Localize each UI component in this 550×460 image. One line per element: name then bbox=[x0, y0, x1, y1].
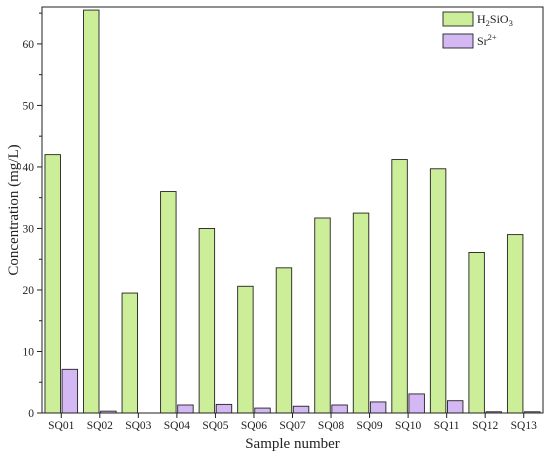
bar-h2sio3-sq07 bbox=[275, 267, 293, 414]
y-tick-label: 50 bbox=[23, 100, 35, 112]
bars-layer bbox=[44, 9, 541, 414]
bar-h2sio3-sq09 bbox=[352, 212, 370, 414]
x-tick-label: SQ04 bbox=[164, 420, 190, 432]
bar-sr-sq06 bbox=[254, 407, 271, 414]
bar-h2sio3-sq06 bbox=[237, 285, 254, 414]
x-tick-label: SQ12 bbox=[472, 420, 498, 432]
bar-h2sio3-sq12 bbox=[468, 251, 485, 414]
x-tick-label: SQ03 bbox=[125, 420, 151, 432]
bar-h2sio3-sq05 bbox=[198, 227, 216, 414]
bar-sr-sq09 bbox=[369, 401, 387, 414]
x-tick-label: SQ10 bbox=[395, 420, 421, 432]
bar-h2sio3-sq11 bbox=[429, 168, 447, 414]
y-tick-label: 20 bbox=[23, 285, 35, 297]
x-axis: SQ01 SQ02 SQ03 SQ04 SQ05 SQ06 SQ07 SQ08 SQ09 SQ10… bbox=[48, 413, 537, 432]
legend: H2SiO3 Sr2+ bbox=[442, 11, 513, 49]
x-tick-label: SQ02 bbox=[87, 420, 113, 432]
bar-h2sio3-sq01 bbox=[44, 154, 61, 414]
bar-h2sio3-sq08 bbox=[314, 217, 331, 414]
bar-sr-sq11 bbox=[447, 400, 464, 414]
y-axis-title: Concentration (mg/L) bbox=[6, 144, 22, 275]
bar-sr-sq08 bbox=[331, 404, 348, 414]
y-tick-label: 10 bbox=[23, 346, 35, 358]
plot-area-frame bbox=[41, 6, 544, 414]
legend-swatch-sr bbox=[442, 33, 474, 49]
y-tick-label: 0 bbox=[28, 408, 34, 420]
bar-h2sio3-sq10 bbox=[391, 159, 408, 414]
bar-h2sio3-sq13 bbox=[506, 234, 524, 414]
x-axis-title: Sample number bbox=[245, 436, 340, 452]
x-tick-label: SQ09 bbox=[356, 420, 382, 432]
y-tick-label: 30 bbox=[23, 223, 35, 235]
bar-sr-sq04 bbox=[177, 404, 194, 414]
bar-sr-sq05 bbox=[215, 403, 233, 414]
bar-h2sio3-sq03 bbox=[121, 292, 139, 414]
bar-h2sio3-sq04 bbox=[160, 191, 177, 414]
x-tick-label: SQ07 bbox=[279, 420, 305, 432]
x-tick-label: SQ01 bbox=[48, 420, 74, 432]
bar-sr-sq07 bbox=[292, 405, 310, 414]
y-tick-label: 40 bbox=[23, 162, 35, 174]
x-tick-label: SQ08 bbox=[318, 420, 344, 432]
legend-label-sr: Sr2+ bbox=[477, 32, 497, 48]
y-tick-label: 60 bbox=[23, 39, 35, 51]
x-tick-label: SQ05 bbox=[202, 420, 228, 432]
legend-swatch-h2sio3 bbox=[442, 11, 474, 27]
bar-sr-sq10 bbox=[408, 393, 425, 414]
x-tick-label: SQ13 bbox=[511, 420, 537, 432]
y-axis: 0 10 20 30 40 50 60 bbox=[23, 12, 42, 420]
bar-sr-sq01 bbox=[61, 368, 79, 414]
x-tick-label: SQ11 bbox=[434, 420, 460, 432]
bar-h2sio3-sq02 bbox=[83, 9, 100, 414]
legend-label-h2sio3: H2SiO3 bbox=[477, 12, 513, 28]
x-tick-label: SQ06 bbox=[241, 420, 267, 432]
